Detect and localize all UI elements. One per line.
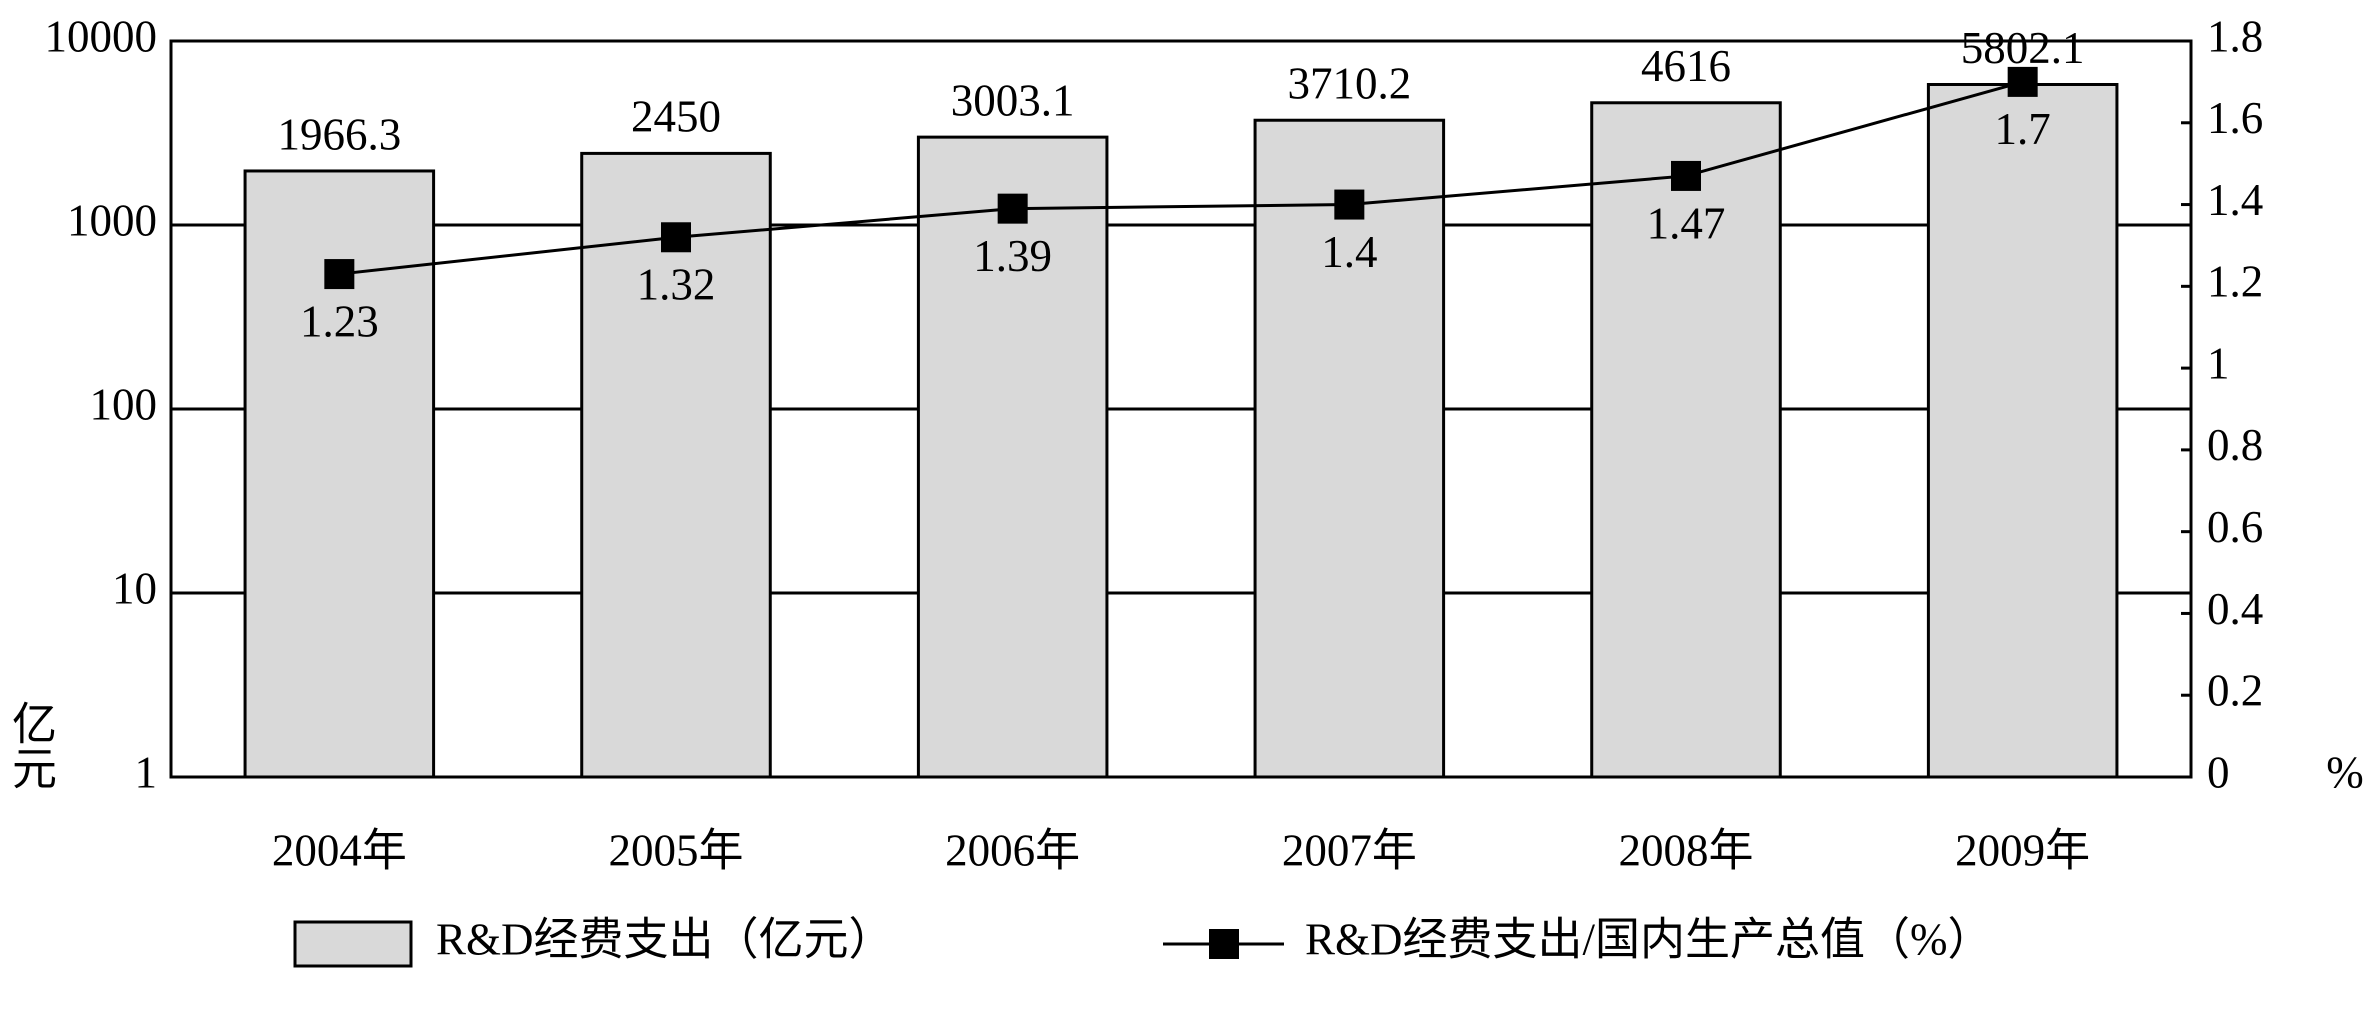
y-tick-label: 10 [112, 563, 157, 613]
bar-value-label: 2450 [631, 92, 721, 142]
x-tick-label: 2007年 [1282, 825, 1417, 875]
line [339, 80, 2024, 276]
line-marker [661, 222, 691, 253]
x-tick-label: 2008年 [1618, 825, 1753, 875]
legend-swatch [293, 920, 413, 968]
x-tick-label: 2005年 [608, 825, 743, 875]
bar [1926, 83, 2119, 779]
y2-axis-label: % [2326, 747, 2364, 797]
line-marker [1334, 189, 1365, 220]
bar [580, 151, 772, 779]
line-marker [2007, 66, 2038, 97]
x-tick-label: 2006年 [945, 825, 1080, 875]
y-axis-label: 亿元 [5, 700, 56, 790]
line-marker [324, 259, 355, 290]
y-tick-label: 1000 [67, 195, 157, 245]
line-value-label: 1.23 [300, 296, 379, 346]
x-tick-label: 2009年 [1955, 825, 2090, 875]
y2-tick-label: 0.2 [2207, 666, 2263, 716]
y2-tick-label: 0.4 [2207, 584, 2263, 634]
bar-value-label: 3710.2 [1287, 59, 1411, 109]
y2-tick-label: 0.6 [2207, 502, 2263, 552]
y2-tick-label: 1 [2207, 338, 2230, 388]
y2-tick-label: 1.4 [2207, 175, 2263, 225]
line-value-label: 1.4 [1321, 227, 1377, 277]
bar-value-label: 5802.1 [1961, 23, 2085, 73]
line-value-label: 1.7 [1995, 104, 2051, 154]
plot-frame [169, 39, 2193, 779]
legend-marker [1209, 929, 1239, 959]
legend-label: R&D经费支出/国内生产总值（%） [1305, 914, 1993, 964]
bar [1253, 118, 1446, 779]
line-value-label: 1.39 [973, 231, 1052, 281]
bar-value-label: 1966.3 [277, 109, 401, 159]
bar [916, 135, 1109, 779]
y2-tick-label: 1.6 [2207, 93, 2263, 143]
x-tick-label: 2004年 [272, 825, 407, 875]
y-tick-label: 10000 [45, 11, 158, 61]
bar-value-label: 3003.1 [951, 75, 1075, 125]
line-value-label: 1.47 [1647, 198, 1726, 248]
y2-tick-label: 0.8 [2207, 420, 2263, 470]
bar-value-label: 4616 [1641, 41, 1731, 91]
y-tick-label: 100 [90, 379, 158, 429]
y2-tick-label: 1.8 [2207, 11, 2263, 61]
y2-tick-label: 0 [2207, 747, 2230, 797]
line-marker [1671, 160, 1701, 191]
legend-label: R&D经费支出（亿元） [436, 914, 894, 964]
line-value-label: 1.32 [637, 260, 716, 310]
line-marker [997, 193, 1028, 224]
y2-tick-label: 1.2 [2207, 257, 2263, 307]
y-tick-label: 1 [135, 747, 158, 797]
